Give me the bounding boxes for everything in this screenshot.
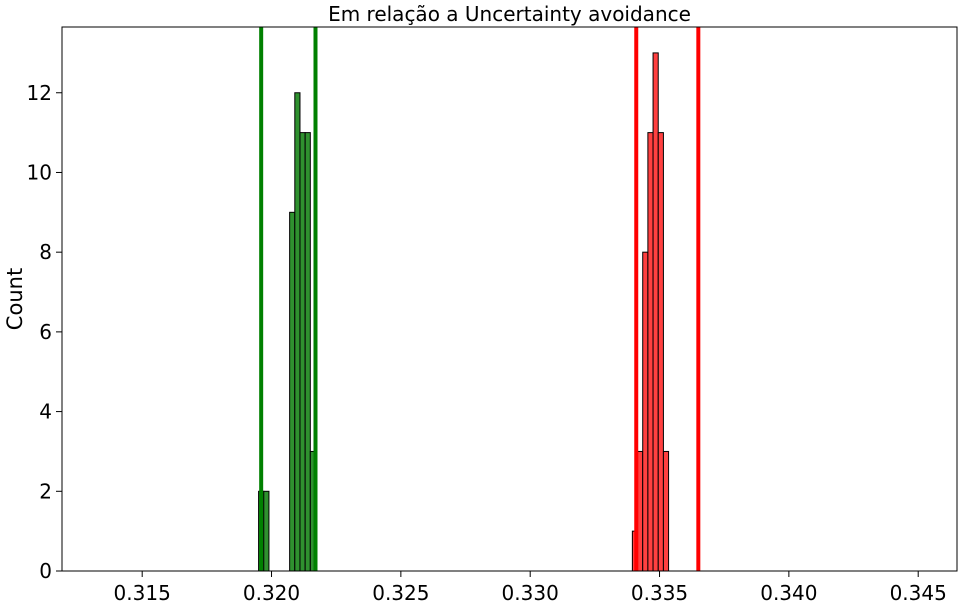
bars-layer [258,52,670,572]
histogram-bar-series-1-bin-4 [289,211,296,572]
x-tick-label: 0.320 [243,581,300,604]
y-tick-label: 8 [39,240,52,264]
histogram-bar-series-1-bin-7 [304,132,311,572]
y-tick-label: 12 [27,81,52,105]
plot-area-frame [61,26,958,572]
y-tick-label: 0 [39,559,52,583]
histogram-bar-series-2-bin-6 [657,132,664,572]
histogram-bar-series-2-bin-4 [647,132,654,572]
histogram-bar-series-2-bin-2 [637,450,644,572]
y-tick-label: 10 [27,160,52,184]
histogram-bar-series-1-bin-6 [299,132,306,572]
histogram-bar-series-2-bin-7 [662,450,670,572]
reference-lines-layer [259,27,701,571]
x-tick-label: 0.340 [760,581,817,604]
y-tick-label: 4 [39,400,52,424]
histogram-bar-series-1-bin-5 [294,92,301,572]
chart-title: Em relação a Uncertainty avoidance [328,2,691,26]
histogram-bar-series-2-bin-3 [642,251,649,572]
x-tick-label: 0.325 [372,581,429,604]
x-tick-label: 0.345 [890,581,947,604]
x-tick-label: 0.335 [631,581,688,604]
x-tick-label: 0.315 [114,581,171,604]
x-tick-label: 0.330 [502,581,559,604]
y-axis-ticks: 0 2 4 6 8 10 12 [27,81,62,583]
x-axis-ticks: 0.315 0.320 0.325 0.330 0.335 0.340 0.345 [114,571,947,604]
y-tick-label: 6 [39,320,52,344]
y-axis-title: Count [3,268,27,330]
y-tick-label: 2 [39,479,52,503]
histogram-bar-series-2-bin-5 [652,52,659,572]
histogram-bar-series-1-bin-2 [263,490,270,572]
